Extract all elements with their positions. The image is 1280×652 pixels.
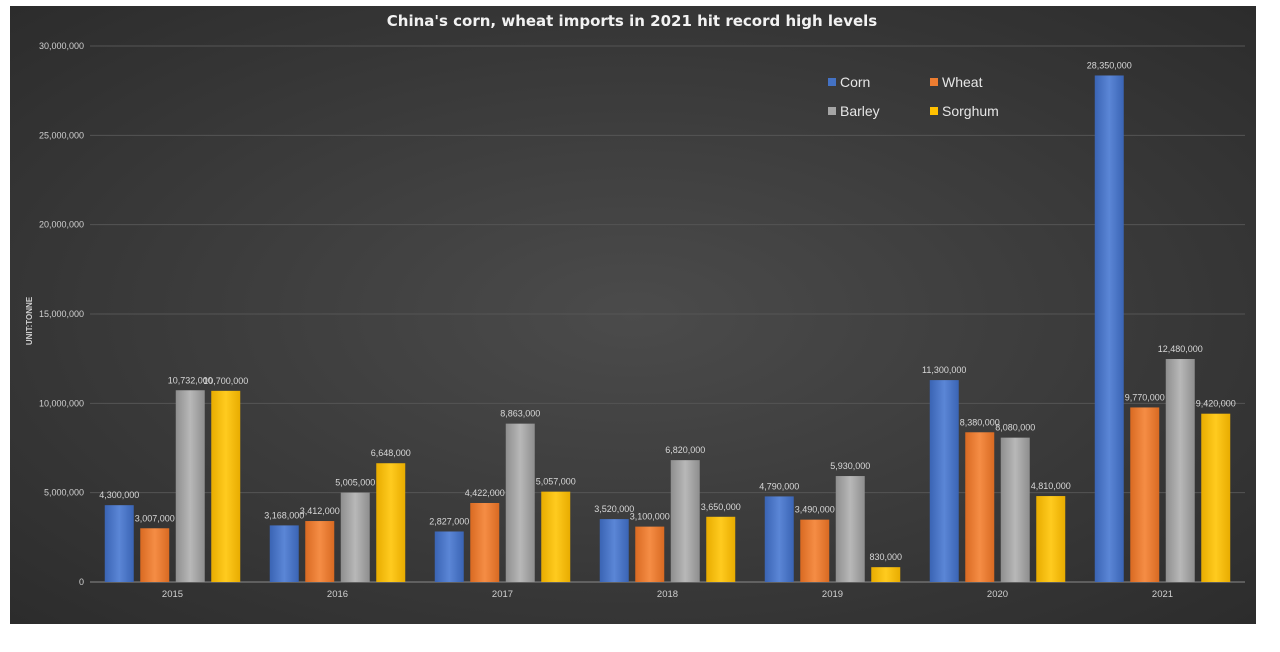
data-label: 4,810,000 — [1031, 481, 1071, 491]
legend-label: Wheat — [942, 74, 983, 90]
bar-barley-2020 — [1000, 437, 1030, 582]
legend-item-corn: Corn — [828, 74, 870, 90]
data-label: 10,700,000 — [203, 376, 248, 386]
bars — [104, 75, 1231, 582]
data-label: 5,930,000 — [830, 461, 870, 471]
data-label: 8,380,000 — [960, 417, 1000, 427]
bar-corn-2020 — [929, 380, 959, 582]
y-tick-label: 30,000,000 — [39, 41, 84, 51]
legend-swatch — [828, 78, 836, 86]
legend-swatch — [930, 78, 938, 86]
data-label: 3,650,000 — [701, 502, 741, 512]
bar-barley-2016 — [340, 492, 370, 582]
x-tick-label: 2019 — [822, 589, 843, 600]
bar-barley-2015 — [175, 390, 205, 582]
x-tick-label: 2016 — [327, 589, 348, 600]
bar-corn-2017 — [434, 531, 464, 582]
y-tick-label: 5,000,000 — [44, 488, 84, 498]
data-label: 9,420,000 — [1196, 399, 1236, 409]
bar-wheat-2019 — [800, 519, 830, 582]
legend-label: Sorghum — [942, 103, 999, 119]
data-label: 3,412,000 — [300, 506, 340, 516]
x-tick-label: 2021 — [1152, 589, 1173, 600]
y-tick-label: 25,000,000 — [39, 130, 84, 140]
chart-title: China's corn, wheat imports in 2021 hit … — [387, 12, 878, 30]
bar-sorghum-2015 — [211, 390, 241, 582]
legend-item-wheat: Wheat — [930, 74, 983, 90]
bar-wheat-2021 — [1130, 407, 1160, 582]
y-axis-label: UNIT:TONNE — [25, 296, 34, 345]
bar-chart: China's corn, wheat imports in 2021 hit … — [25, 12, 1245, 600]
data-label: 3,007,000 — [135, 513, 175, 523]
bar-sorghum-2020 — [1036, 496, 1066, 582]
legend-swatch — [930, 107, 938, 115]
bar-wheat-2017 — [470, 502, 500, 582]
data-label: 3,490,000 — [795, 505, 835, 515]
x-tick-label: 2018 — [657, 589, 678, 600]
data-label: 5,005,000 — [335, 478, 375, 488]
data-label: 12,480,000 — [1158, 344, 1203, 354]
bar-barley-2017 — [505, 423, 535, 582]
data-label: 4,300,000 — [99, 490, 139, 500]
y-tick-label: 0 — [79, 577, 84, 587]
data-label: 6,820,000 — [665, 445, 705, 455]
bar-corn-2018 — [599, 519, 629, 582]
legend: Corn Wheat Barley Sorghum — [828, 74, 999, 119]
legend-swatch — [828, 107, 836, 115]
data-label: 3,520,000 — [594, 504, 634, 514]
data-label: 28,350,000 — [1087, 60, 1132, 70]
data-label: 8,863,000 — [500, 409, 540, 419]
data-label: 2,827,000 — [429, 516, 469, 526]
bar-corn-2019 — [764, 496, 794, 582]
legend-item-barley: Barley — [828, 103, 880, 119]
data-label: 8,080,000 — [995, 423, 1035, 433]
data-label: 4,422,000 — [465, 488, 505, 498]
x-tick-label: 2015 — [162, 589, 183, 600]
bar-barley-2019 — [835, 476, 865, 582]
bar-sorghum-2018 — [706, 516, 736, 582]
x-tick-label: 2017 — [492, 589, 513, 600]
data-label: 3,100,000 — [630, 512, 670, 522]
data-label: 9,770,000 — [1125, 392, 1165, 402]
legend-label: Barley — [840, 103, 880, 119]
bar-barley-2018 — [670, 460, 700, 582]
bar-wheat-2018 — [635, 526, 665, 582]
bar-wheat-2016 — [305, 521, 335, 582]
bar-sorghum-2019 — [871, 567, 901, 582]
y-tick-label: 20,000,000 — [39, 220, 84, 230]
data-label: 10,732,000 — [168, 375, 213, 385]
y-tick-label: 15,000,000 — [39, 309, 84, 319]
bar-corn-2021 — [1094, 75, 1124, 582]
bar-sorghum-2017 — [541, 491, 571, 582]
data-label: 5,057,000 — [536, 477, 576, 487]
bar-barley-2021 — [1165, 359, 1195, 582]
bar-sorghum-2021 — [1201, 413, 1231, 582]
bar-corn-2016 — [269, 525, 299, 582]
bar-wheat-2020 — [965, 432, 995, 582]
x-tick-label: 2020 — [987, 589, 1008, 600]
legend-item-sorghum: Sorghum — [930, 103, 999, 119]
data-label: 4,790,000 — [759, 481, 799, 491]
y-tick-label: 10,000,000 — [39, 398, 84, 408]
data-label: 11,300,000 — [922, 365, 966, 375]
bar-sorghum-2016 — [376, 463, 406, 582]
bar-wheat-2015 — [140, 528, 170, 582]
legend-label: Corn — [840, 74, 870, 90]
y-axis-ticks: 0 5,000,000 10,000,000 15,000,000 20,000,000… — [39, 41, 84, 587]
data-label: 6,648,000 — [371, 448, 411, 458]
gridlines — [90, 45, 1245, 583]
bar-corn-2015 — [104, 505, 134, 582]
data-label: 830,000 — [869, 552, 902, 562]
chart-frame: China's corn, wheat imports in 2021 hit … — [10, 6, 1256, 624]
data-label: 3,168,000 — [264, 510, 304, 520]
x-axis-ticks: 2015 2016 2017 2018 2019 2020 2021 — [162, 589, 1173, 600]
